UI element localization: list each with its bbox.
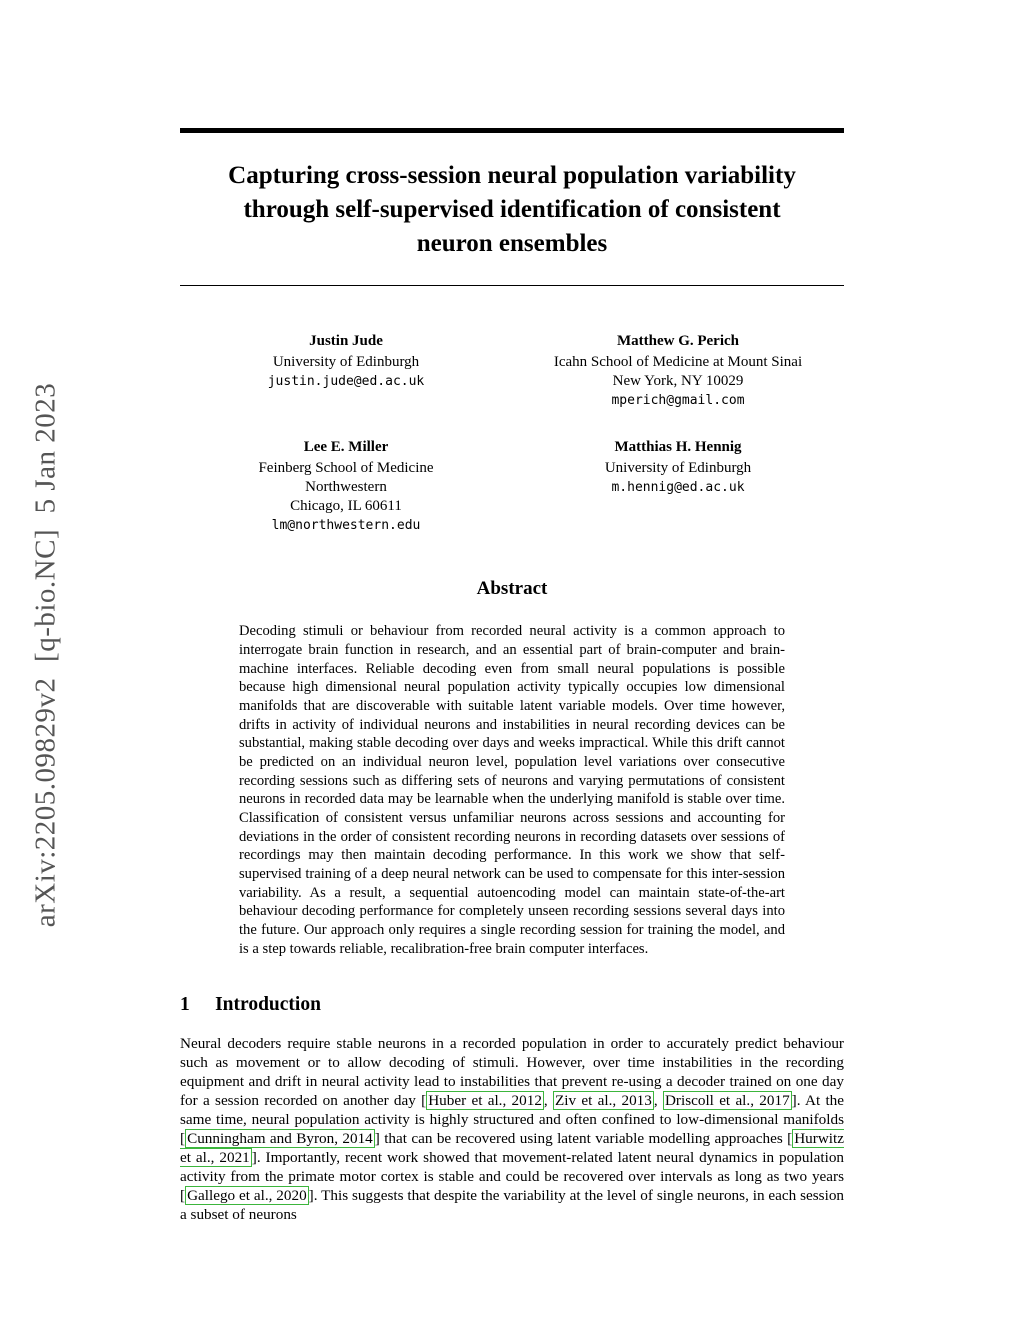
author-email: mperich@gmail.com (611, 393, 745, 409)
author-email: justin.jude@ed.ac.uk (267, 374, 425, 390)
abstract-heading: Abstract (476, 578, 548, 600)
citation-link[interactable]: Gallego et al., 2020 (185, 1186, 309, 1206)
author-affiliation: Icahn School of Medicine at Mount Sinai (553, 354, 803, 371)
author-affiliation: Northwestern (305, 478, 387, 495)
author-affiliation: Feinberg School of Medicine (258, 459, 434, 476)
author-block: Justin Jude University of Edinburgh justin… (180, 332, 844, 534)
intro-text: ]. At the same time, neural population a… (180, 1092, 845, 1148)
author-name: Lee E. Miller (303, 438, 389, 455)
intro-text: , (653, 1092, 663, 1110)
author-affiliation: University of Edinburgh (604, 459, 752, 476)
author: Justin Jude University of Edinburgh justin… (180, 332, 512, 391)
intro-text: ] that can be recovered using latent var… (374, 1130, 793, 1148)
citation-link[interactable]: Cunningham and Byron, 2014 (185, 1129, 375, 1149)
author-name: Justin Jude (309, 333, 383, 349)
author-email: lm@northwestern.edu (271, 517, 421, 533)
author-affiliation: New York, NY 10029 (612, 373, 744, 390)
intro-text: Neural decoders require stable neurons i… (180, 1035, 844, 1110)
intro-text: ]. Importantly, recent work showed that … (180, 1149, 845, 1205)
intro-text: ]. This suggests that despite the variab… (180, 1187, 845, 1224)
author-affiliation: Chicago, IL 60611 (290, 497, 402, 514)
arxiv-watermark: arXiv:2205.09829v2 [q-bio.NC] 5 Jan 2023 (29, 382, 62, 928)
author: Lee E. Miller Feinberg School of Medicine… (180, 438, 512, 535)
intro-paragraph: Neural decoders require stable neurons i… (180, 1034, 844, 1224)
author-name: Matthias H. Hennig (614, 438, 742, 455)
citation-link[interactable]: Ziv et al., 2013 (553, 1091, 654, 1111)
abstract-text: Decoding stimuli or behaviour from recor… (239, 623, 785, 957)
author: Matthew G. Perich Icahn School of Medicin… (512, 332, 844, 410)
paper-title: Capturing cross-session neural populatio… (228, 161, 796, 257)
paper-content: Capturing cross-session neural populatio… (180, 0, 844, 1224)
title-rule-top (180, 128, 844, 133)
section-number: 1 (180, 994, 190, 1016)
author: Matthias H. Hennig University of Edinburg… (512, 438, 844, 497)
author-email: m.hennig@ed.ac.uk (611, 479, 745, 495)
citation-link[interactable]: Huber et al., 2012 (426, 1091, 544, 1111)
author-name: Matthew G. Perich (616, 333, 740, 349)
citation-link[interactable]: Hurwitz et al., 2021 (180, 1129, 844, 1168)
citation-link[interactable]: Driscoll et al., 2017 (662, 1091, 792, 1111)
section-title: Introduction (215, 994, 321, 1016)
intro-text: , (543, 1092, 554, 1110)
author-affiliation: University of Edinburgh (272, 354, 420, 371)
section-heading: 1 Introduction (180, 994, 844, 1016)
title-rule-bottom (180, 284, 844, 286)
